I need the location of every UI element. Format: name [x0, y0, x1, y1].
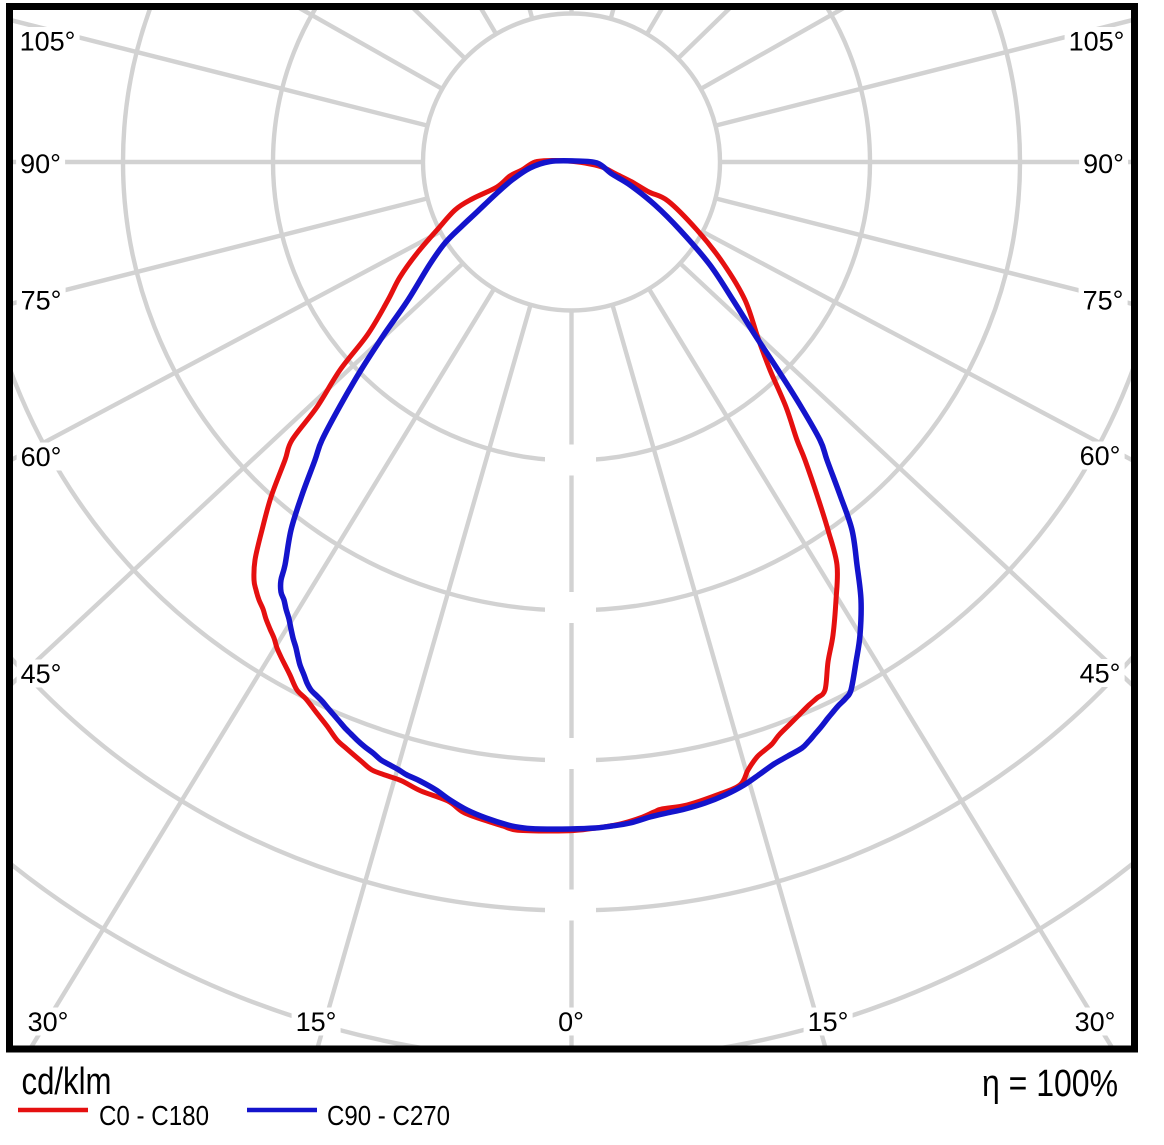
svg-text:C90 - C270: C90 - C270 — [327, 1100, 450, 1131]
svg-text:15°: 15° — [808, 1007, 849, 1037]
svg-text:C0 - C180: C0 - C180 — [99, 1100, 209, 1131]
svg-text:45°: 45° — [1080, 659, 1121, 689]
svg-text:105°: 105° — [1069, 27, 1125, 57]
svg-text:90°: 90° — [1083, 149, 1124, 179]
svg-text:45°: 45° — [21, 659, 62, 689]
svg-text:60°: 60° — [21, 442, 62, 472]
svg-text:0°: 0° — [558, 1007, 584, 1037]
svg-text:60°: 60° — [1080, 441, 1121, 471]
svg-text:cd/klm: cd/klm — [22, 1061, 112, 1103]
svg-text:15°: 15° — [296, 1007, 337, 1037]
svg-text:η = 100%: η = 100% — [982, 1063, 1118, 1105]
svg-text:90°: 90° — [20, 149, 61, 179]
svg-text:30°: 30° — [1075, 1007, 1116, 1037]
svg-text:75°: 75° — [1083, 286, 1124, 316]
svg-text:30°: 30° — [28, 1007, 69, 1037]
svg-text:75°: 75° — [21, 286, 62, 316]
svg-text:105°: 105° — [20, 27, 76, 57]
